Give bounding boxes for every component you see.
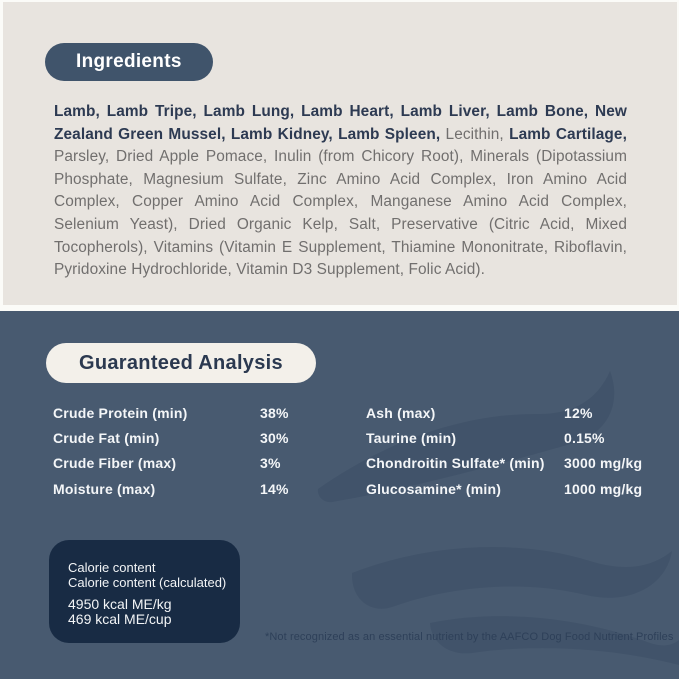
aafco-footnote: *Not recognized as an essential nutrient… [265,631,674,643]
analysis-value: 30% [260,430,289,447]
calorie-heading-calculated: Calorie content (calculated) [68,575,227,590]
analysis-value: 3% [260,455,281,472]
analysis-value: 1000 mg/kg [564,480,643,497]
ingredients-section: Ingredients Lamb, Lamb Tripe, Lamb Lung,… [0,0,679,311]
ingredients-list: Lamb, Lamb Tripe, Lamb Lung, Lamb Heart,… [54,101,627,282]
analysis-label: Ash (max) [366,404,436,421]
analysis-value: 3000 mg/kg [564,455,643,472]
wave-swoosh-upper [317,371,615,503]
analysis-value: 14% [260,480,289,497]
analysis-label: Glucosamine* (min) [366,480,502,497]
ingredients-segment-cartilage: Lamb Cartilage, [509,125,627,143]
analysis-label: Taurine (min) [366,430,457,447]
ingredients-heading-pill: Ingredients [45,43,213,81]
guaranteed-analysis-heading-pill: Guaranteed Analysis [46,343,316,383]
calorie-kcal-per-cup: 469 kcal ME/cup [68,611,172,627]
calorie-heading: Calorie content [68,560,156,575]
guaranteed-analysis-table: Crude Protein (min) 38% Ash (max) 12% Cr… [53,400,649,502]
analysis-label: Crude Protein (min) [53,404,188,421]
wave-swoosh-lower [430,616,679,665]
analysis-value: 0.15% [564,430,605,447]
analysis-label: Chondroitin Sulfate* (min) [366,455,545,472]
analysis-label: Moisture (max) [53,480,156,497]
ingredients-segment-other: Parsley, Dried Apple Pomace, Inulin (fro… [54,148,627,279]
ingredients-section-background: Ingredients Lamb, Lamb Tripe, Lamb Lung,… [3,2,677,305]
calorie-kcal-per-kg: 4950 kcal ME/kg [68,596,172,612]
guaranteed-analysis-section: Guaranteed Analysis Crude Protein (min) … [0,311,679,679]
analysis-label: Crude Fiber (max) [53,455,177,472]
analysis-label: Crude Fat (min) [53,430,160,447]
calorie-content-box: Calorie content Calorie content (calcula… [49,540,240,643]
ingredients-segment-meats: Lamb, Lamb Tripe, Lamb Lung, Lamb Heart,… [54,103,627,143]
wave-swoosh-decoration [317,371,679,665]
analysis-value: 38% [260,404,289,421]
guaranteed-analysis-title: Guaranteed Analysis [79,351,283,374]
ingredients-segment-lecithin: Lecithin, [445,125,504,143]
analysis-value: 12% [564,404,593,421]
wave-swoosh-middle [351,547,672,609]
ingredients-title: Ingredients [76,51,182,72]
